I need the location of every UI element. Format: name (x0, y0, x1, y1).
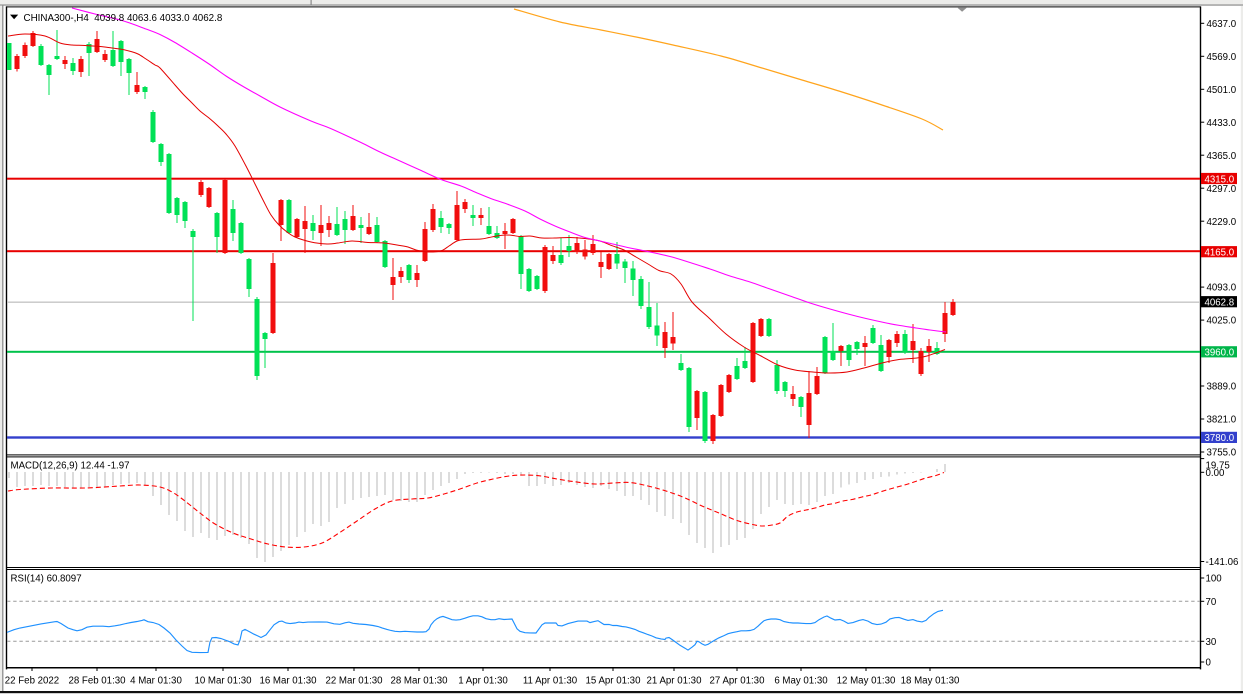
svg-text:16 Mar 01:30: 16 Mar 01:30 (259, 676, 317, 687)
svg-text:MACD(12,26,9) 12.44 -1.97: MACD(12,26,9) 12.44 -1.97 (11, 460, 130, 471)
svg-text:4569.0: 4569.0 (1207, 52, 1237, 63)
svg-text:21 Apr 01:30: 21 Apr 01:30 (647, 676, 703, 687)
svg-text:30: 30 (1206, 637, 1217, 648)
svg-text:15 Apr 01:30: 15 Apr 01:30 (586, 676, 642, 687)
svg-text:4297.0: 4297.0 (1207, 184, 1237, 195)
svg-text:-141.06: -141.06 (1206, 557, 1239, 568)
svg-text:0.00: 0.00 (1206, 468, 1225, 479)
svg-text:70: 70 (1206, 597, 1217, 608)
svg-text:4637.0: 4637.0 (1207, 19, 1237, 30)
svg-text:27 Apr 01:30: 27 Apr 01:30 (710, 676, 766, 687)
svg-text:4433.0: 4433.0 (1207, 118, 1237, 129)
svg-text:4093.0: 4093.0 (1207, 283, 1237, 294)
svg-text:11 Apr 01:30: 11 Apr 01:30 (523, 676, 578, 687)
svg-text:3889.0: 3889.0 (1207, 382, 1237, 393)
svg-text:100: 100 (1206, 574, 1223, 585)
svg-text:3821.0: 3821.0 (1207, 415, 1237, 426)
svg-text:22 Feb 2022: 22 Feb 2022 (5, 676, 59, 687)
svg-text:12 May 01:30: 12 May 01:30 (837, 676, 896, 687)
svg-text:19.75: 19.75 (1206, 460, 1230, 471)
svg-text:10 Mar 01:30: 10 Mar 01:30 (194, 676, 252, 687)
svg-text:4365.0: 4365.0 (1207, 151, 1237, 162)
svg-text:4025.0: 4025.0 (1207, 316, 1237, 327)
svg-text:1 Apr 01:30: 1 Apr 01:30 (458, 676, 508, 687)
svg-text:6 May 01:30: 6 May 01:30 (774, 676, 828, 687)
svg-text:18 May 01:30: 18 May 01:30 (901, 676, 960, 687)
svg-text:RSI(14) 60.8097: RSI(14) 60.8097 (11, 573, 82, 584)
svg-text:3780.0: 3780.0 (1205, 433, 1235, 444)
svg-text:4165.0: 4165.0 (1205, 248, 1235, 259)
svg-text:CHINA300-,H4 4039.8 4063.6 40: CHINA300-,H4 4039.8 4063.6 4033.0 4062.8 (24, 13, 223, 24)
svg-text:28 Feb 01:30: 28 Feb 01:30 (68, 676, 126, 687)
svg-text:4229.0: 4229.0 (1207, 217, 1237, 228)
svg-text:28 Mar 01:30: 28 Mar 01:30 (390, 676, 448, 687)
svg-text:3755.0: 3755.0 (1207, 448, 1237, 459)
svg-text:22 Mar 01:30: 22 Mar 01:30 (325, 676, 383, 687)
svg-text:4 Mar 01:30: 4 Mar 01:30 (130, 676, 182, 687)
svg-text:3960.0: 3960.0 (1205, 348, 1235, 359)
svg-text:4501.0: 4501.0 (1207, 85, 1237, 96)
svg-text:0: 0 (1206, 658, 1212, 669)
svg-text:4062.8: 4062.8 (1205, 298, 1235, 309)
svg-text:4315.0: 4315.0 (1205, 174, 1235, 185)
